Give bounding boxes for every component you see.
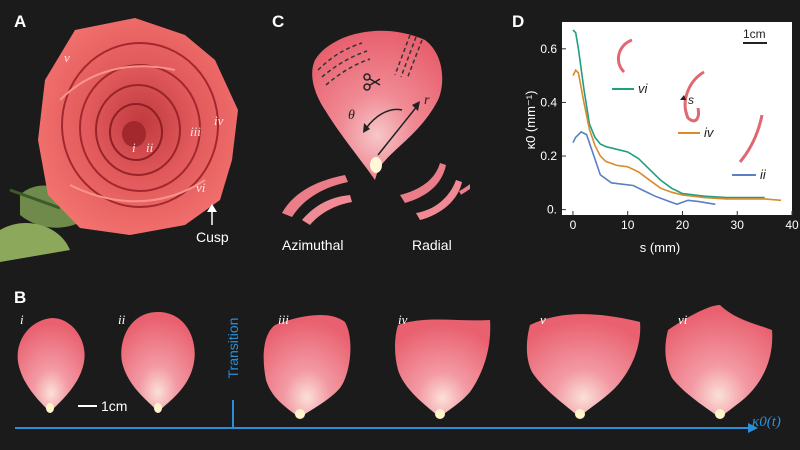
series-line-ii [572, 130, 716, 206]
panel-a-label: A [14, 12, 27, 31]
r-label: r [424, 93, 430, 108]
cut-petal-figure [282, 30, 470, 225]
x-tick-label: 20 [676, 218, 690, 232]
x-axis-label: s (mm) [640, 240, 680, 255]
transition-label: Transition [225, 317, 241, 379]
kappa-axis-arrow [748, 423, 758, 433]
petal-vi [665, 305, 773, 418]
x-tick-label: 30 [731, 218, 745, 232]
curvature-chart: 0 10 20 30 40 0. 0.2 0.4 0.6 1cm s vi iv ii s (m… [523, 22, 799, 255]
rose-label-i: i [132, 140, 136, 155]
y-tick-label: 0. [547, 203, 557, 217]
x-tick-label: 10 [621, 218, 635, 232]
y-axis-label: κ0 (mm⁻¹) [523, 91, 538, 150]
petal-label-iii: iii [278, 312, 289, 327]
x-tick-label: 40 [785, 218, 799, 232]
inset-petal-ii [738, 114, 764, 163]
panel-c-label: C [272, 12, 285, 31]
theta-label: θ [348, 108, 355, 123]
y-tick-label: 0.6 [540, 42, 557, 56]
x-tick-label: 0 [570, 218, 577, 232]
inset-petal-vi [616, 38, 633, 74]
legend-label-iv: iv [704, 125, 715, 140]
petal-row [15, 305, 773, 433]
petal-label-iv: iv [398, 312, 408, 327]
chart-plot-area [562, 22, 792, 215]
inset-petal-iv [683, 70, 705, 123]
rose-photo [0, 18, 238, 262]
chart-scale-label: 1cm [743, 27, 766, 41]
legend-label-ii: ii [760, 167, 767, 182]
panel-d-label: D [512, 12, 525, 31]
petal-label-vi: vi [678, 312, 688, 327]
y-tick-label: 0.2 [540, 149, 557, 163]
panel-b-label: B [14, 288, 27, 307]
petal-ii [121, 312, 195, 412]
rose-label-v: v [64, 50, 70, 65]
series-line-vi [572, 29, 765, 199]
legend-label-vi: vi [638, 81, 649, 96]
petal-label-i: i [20, 312, 24, 327]
inset-s-arrow [680, 95, 686, 100]
azimuthal-caption: Azimuthal [282, 237, 344, 253]
radial-caption: Radial [412, 237, 452, 253]
inset-s-label: s [688, 93, 694, 107]
rose-label-iii: iii [190, 124, 201, 139]
petal-iv [395, 319, 491, 418]
petal-iii [263, 314, 351, 418]
rose-label-iv: iv [214, 113, 224, 128]
y-tick-label: 0.4 [540, 95, 557, 109]
cusp-label: Cusp [196, 229, 229, 245]
petal-i [17, 318, 85, 412]
kappa-axis-label: κ0(t) [752, 414, 781, 430]
petal-label-v: v [540, 312, 546, 327]
rose-label-ii: ii [146, 140, 154, 155]
petal-label-ii: ii [118, 312, 126, 327]
petal-v [526, 314, 641, 418]
petal-scale-label: 1cm [101, 398, 128, 414]
rose-label-vi: vi [196, 180, 206, 195]
series-line-iv [572, 68, 782, 202]
